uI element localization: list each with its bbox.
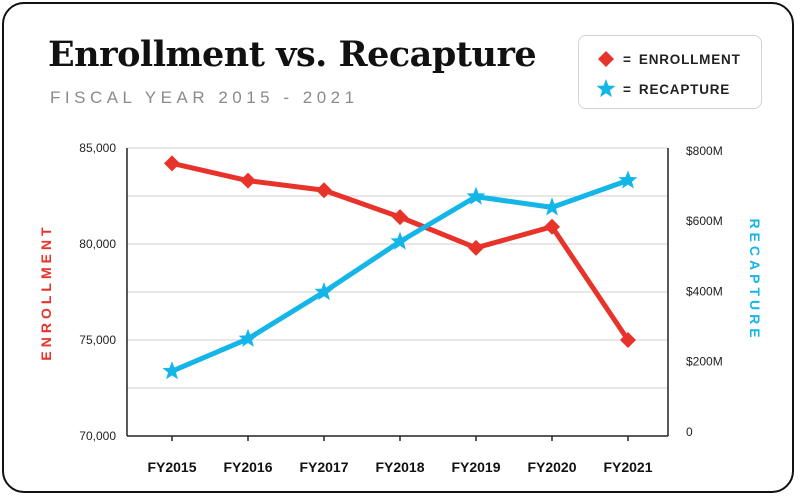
recapture-point	[162, 361, 182, 380]
recapture-line	[169, 177, 631, 374]
x-tick-label: FY2017	[299, 459, 348, 475]
y-right-tick-label: $600M	[686, 214, 723, 228]
legend-label-enrollment: ENROLLMENT	[638, 51, 741, 67]
recapture-point	[466, 186, 486, 205]
y-right-tick-label: $200M	[686, 355, 723, 369]
y-left-tick-label: 70,000	[79, 429, 116, 443]
enrollment-line	[169, 160, 631, 343]
legend-item-recapture: = RECAPTURE	[591, 78, 730, 100]
x-tick-label: FY2016	[223, 459, 272, 475]
enrollment-point	[544, 218, 560, 235]
recapture-point	[542, 197, 562, 216]
recapture-point	[238, 328, 258, 347]
enrollment-point	[240, 172, 256, 189]
legend-item-enrollment: = ENROLLMENT	[591, 48, 741, 70]
legend-label-recapture: RECAPTURE	[638, 81, 731, 97]
x-tick-label: FY2021	[603, 459, 652, 475]
x-tick-label: FY2020	[527, 459, 576, 475]
y-right-axis-label: RECAPTURE	[747, 218, 763, 341]
chart-subtitle: FISCAL YEAR 2015 - 2021	[50, 88, 359, 107]
enrollment-point	[620, 332, 636, 348]
chart-title: Enrollment vs. Recapture	[48, 34, 537, 75]
x-tick-label: FY2018	[375, 459, 424, 475]
y-left-tick-label: 80,000	[79, 237, 116, 251]
star-icon	[591, 78, 621, 100]
legend-equals: =	[623, 81, 631, 97]
recapture-point	[314, 282, 334, 301]
y-right-tick-label: $800M	[686, 144, 723, 158]
enrollment-point	[316, 182, 332, 199]
x-tick-label: FY2019	[451, 459, 500, 475]
y-right-tick-label: $400M	[686, 284, 723, 298]
y-left-axis-label: ENROLLMENT	[38, 223, 54, 360]
x-tick-label: FY2015	[147, 459, 196, 475]
y-left-tick-label: 85,000	[79, 141, 116, 155]
recapture-point	[618, 170, 638, 189]
enrollment-point	[392, 209, 408, 226]
recapture-point	[390, 231, 410, 250]
enrollment-point	[468, 239, 484, 256]
chart-legend: = ENROLLMENT = RECAPTURE	[578, 35, 762, 109]
enrollment-point	[164, 155, 180, 172]
legend-equals: =	[623, 51, 631, 67]
diamond-icon	[591, 48, 621, 70]
y-right-tick-label: 0	[686, 425, 693, 439]
y-left-tick-label: 75,000	[79, 333, 116, 347]
